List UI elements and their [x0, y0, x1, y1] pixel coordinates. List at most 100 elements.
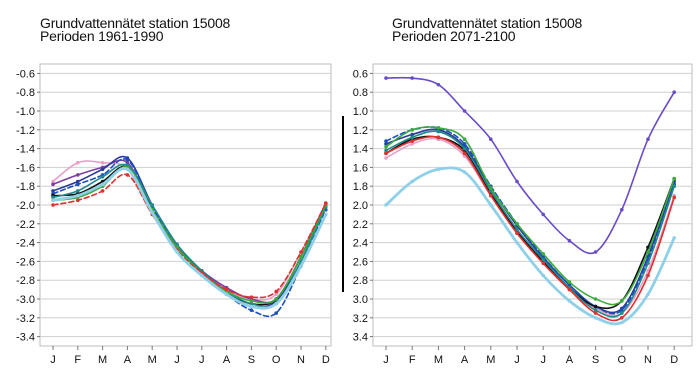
data-point: [384, 142, 388, 146]
data-point: [299, 254, 303, 259]
x-tick-label: N: [644, 354, 652, 366]
data-point: [489, 137, 493, 141]
x-tick-label: A: [223, 354, 231, 366]
x-tick-label: O: [272, 354, 281, 366]
data-point: [100, 175, 105, 179]
data-point: [51, 195, 55, 200]
data-point: [646, 292, 650, 297]
data-point: [462, 142, 467, 146]
y-tick-label: -2.4: [352, 238, 368, 250]
x-tick-label: S: [248, 354, 255, 366]
data-point: [620, 320, 624, 325]
data-point: [515, 227, 519, 232]
data-point: [567, 280, 572, 284]
y-tick-label: -1.6: [16, 162, 35, 174]
data-point: [249, 304, 254, 309]
x-tick-label: F: [409, 354, 416, 366]
x-tick-label: J: [383, 354, 389, 366]
x-tick-label: F: [74, 354, 81, 366]
data-point: [646, 273, 650, 278]
data-point: [125, 158, 130, 162]
data-point: [410, 135, 414, 140]
x-tick-label: J: [514, 354, 520, 366]
data-point: [384, 148, 388, 153]
data-point: [384, 156, 388, 160]
data-point: [489, 193, 493, 198]
data-point: [249, 308, 254, 313]
data-point: [410, 139, 414, 143]
y-tick-label: -2.4: [16, 238, 35, 250]
data-point: [436, 126, 441, 130]
chart-title: Grundvattennätet station 15008: [392, 15, 583, 31]
data-point: [462, 151, 467, 156]
x-tick-label: D: [670, 354, 678, 366]
data-point: [620, 311, 624, 315]
data-point: [76, 173, 80, 177]
data-point: [76, 160, 80, 165]
series-7: [384, 135, 676, 322]
y-tick-label: -0.6: [16, 68, 35, 80]
series-0: [384, 76, 676, 255]
chart-subtitle: Perioden 1961-1990: [40, 28, 164, 44]
data-point: [384, 144, 388, 149]
y-tick-label: -3.0: [352, 294, 368, 306]
data-point: [200, 273, 204, 278]
y-tick-label: -2.0: [352, 200, 368, 212]
series-line: [51, 167, 328, 310]
data-point: [384, 151, 388, 156]
data-point: [100, 167, 105, 172]
data-point: [175, 250, 179, 254]
data-point: [646, 261, 650, 266]
x-tick-label: A: [124, 354, 132, 366]
data-point: [410, 76, 414, 80]
data-point: [125, 173, 130, 177]
y-tick-label: -1.6: [352, 162, 368, 174]
data-point: [384, 76, 388, 80]
data-point: [541, 273, 545, 278]
y-tick-label: -1.4: [352, 144, 368, 156]
data-point: [76, 193, 80, 198]
y-tick-label: -3.4: [352, 332, 368, 344]
data-point: [51, 203, 55, 207]
data-point: [125, 167, 130, 172]
x-tick-label: N: [297, 354, 305, 366]
data-point: [150, 203, 154, 207]
chart-panel-2071-2100: Grundvattennätet station 15008 Perioden …: [352, 0, 700, 371]
data-point: [620, 299, 624, 303]
y-tick-label: -2.2: [352, 219, 368, 231]
data-point: [410, 128, 414, 132]
y-tick-label: -1.0: [352, 106, 368, 118]
data-point: [672, 236, 676, 240]
x-tick-label: A: [461, 354, 469, 366]
x-tick-label: M: [148, 354, 157, 366]
y-tick-label: -3.4: [16, 332, 35, 344]
y-tick-label: -0.8: [16, 87, 35, 99]
series-8: [384, 166, 676, 326]
series-5: [384, 129, 676, 318]
data-point: [515, 240, 519, 245]
data-point: [462, 146, 467, 151]
data-point: [76, 179, 80, 184]
data-point: [51, 179, 55, 184]
x-tick-label: M: [98, 354, 107, 366]
y-tick-label: -2.6: [352, 256, 368, 268]
y-tick-label: -3.0: [16, 294, 35, 306]
data-point: [436, 135, 441, 140]
data-point: [541, 257, 545, 262]
data-point: [646, 137, 650, 141]
chart-plot-1961-1990: -0.6 -0.8 -1.0 -1.2 -1.4 -1.6 -1.8 -2.0 -2.2 -2.4…: [16, 63, 332, 366]
series-6: [384, 126, 676, 306]
y-tick-label: -2.8: [16, 275, 35, 287]
data-point: [410, 179, 414, 184]
data-point: [224, 292, 229, 297]
y-tick-label: -3.2: [352, 313, 368, 325]
data-point: [76, 198, 80, 203]
data-point: [593, 250, 598, 254]
data-point: [224, 287, 229, 292]
chart-plot-2071-2100: -0.6 -0.8 -1.0 -1.2 -1.4 -1.6 -1.8 -2.0 -2.2 -2.4…: [352, 63, 693, 366]
data-point: [541, 212, 545, 217]
data-point: [620, 207, 624, 212]
y-tick-label: -2.2: [16, 219, 35, 231]
data-point: [274, 311, 279, 315]
data-point: [593, 297, 598, 301]
